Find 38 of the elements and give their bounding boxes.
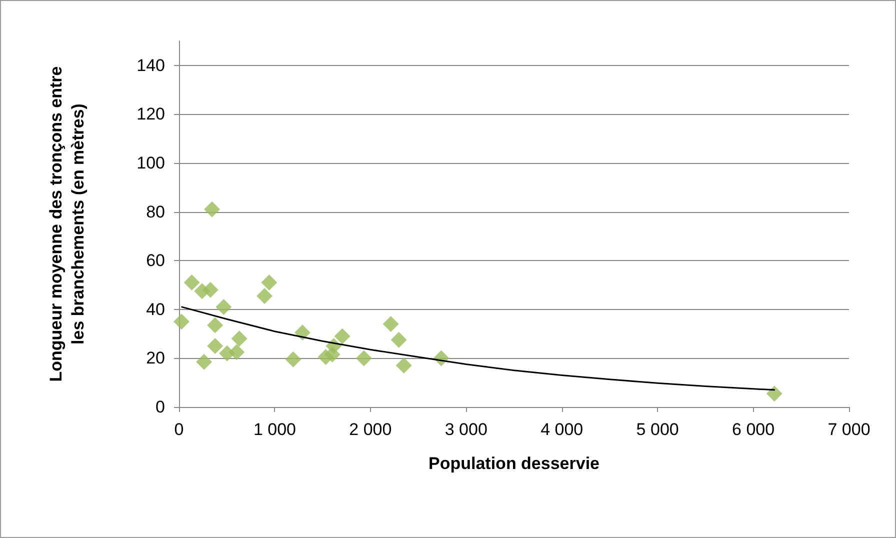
y-tick-label: 0 [156, 398, 165, 416]
point [207, 338, 224, 354]
x-tick-label: 7 000 [828, 420, 870, 439]
point [231, 330, 248, 347]
point [382, 316, 399, 332]
point [356, 350, 372, 366]
x-tick-label: 6 000 [732, 420, 775, 439]
y-tick-label: 100 [136, 154, 165, 172]
x-tick-label: 5 000 [636, 420, 679, 439]
point [294, 324, 310, 341]
point [228, 344, 245, 360]
point [204, 201, 220, 218]
y-tick-label: 60 [146, 251, 165, 270]
y-tick-label: 20 [146, 348, 165, 368]
point [196, 354, 212, 370]
y-tick-label: 120 [136, 104, 165, 124]
point [261, 274, 278, 291]
x-tick-label: 3 000 [444, 420, 488, 439]
point [207, 317, 224, 334]
y-tick-label: 80 [146, 202, 165, 222]
point [202, 282, 218, 298]
point [766, 386, 782, 402]
y-tick-label: 140 [136, 56, 165, 75]
point [173, 314, 190, 330]
point [390, 332, 407, 348]
point [216, 298, 232, 315]
x-tick-label: 1 000 [253, 420, 296, 439]
x-tick-label: 4 000 [540, 420, 584, 439]
x-axis-title: Population desservie [428, 454, 600, 473]
point [396, 358, 412, 374]
point [184, 274, 200, 291]
x-tick-label: 0 [174, 420, 184, 439]
point [334, 328, 350, 344]
y-axis-title: Longueur moyenne des tronçons entre les branchements (en mètres) [46, 66, 88, 382]
x-tick-label: 2 000 [349, 420, 392, 439]
point [285, 351, 302, 368]
point [256, 288, 273, 304]
y-tick-label: 40 [146, 300, 165, 319]
